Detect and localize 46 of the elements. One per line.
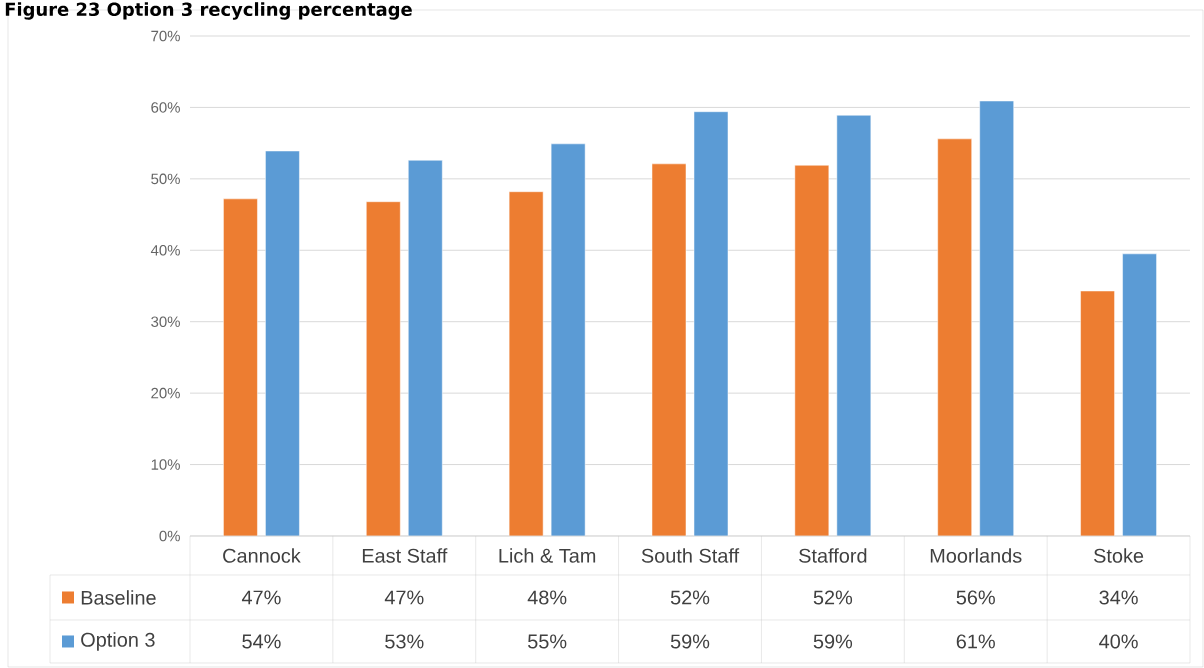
data-label: 61% bbox=[956, 634, 995, 649]
bar bbox=[366, 201, 401, 537]
x-tick-label: Lich & Tam bbox=[499, 548, 596, 563]
x-tick-label: Cannock bbox=[223, 548, 301, 563]
bar bbox=[979, 100, 1014, 537]
y-tick-label: 10% bbox=[151, 459, 180, 470]
y-tick-label: 70% bbox=[151, 30, 180, 42]
bar bbox=[937, 138, 972, 537]
data-label: 59% bbox=[813, 634, 853, 649]
y-tick-label: 40% bbox=[150, 244, 180, 256]
data-label: 48% bbox=[527, 590, 567, 605]
x-tick-label: Moorlands bbox=[930, 548, 1022, 563]
y-tick-label: 60% bbox=[151, 102, 180, 113]
y-tick-label: 30% bbox=[151, 316, 180, 327]
bar bbox=[836, 115, 872, 537]
data-label: 53% bbox=[385, 634, 424, 649]
data-label: 47% bbox=[384, 590, 424, 605]
legend-label: Option 3 bbox=[81, 632, 155, 651]
data-label: 34% bbox=[1099, 590, 1138, 605]
y-tick-label: 0% bbox=[159, 530, 180, 542]
chart-title: Figure 23 Option 3 recycling percentage bbox=[5, 2, 412, 20]
bar bbox=[265, 150, 300, 537]
bar bbox=[550, 143, 586, 537]
legend-label: Baseline bbox=[81, 590, 156, 605]
data-label: 59% bbox=[670, 634, 710, 649]
data-label: 55% bbox=[528, 634, 567, 649]
data-label: 56% bbox=[956, 590, 995, 605]
bar bbox=[1122, 253, 1157, 537]
x-tick-label: East Staff bbox=[362, 548, 448, 563]
bar bbox=[408, 160, 443, 537]
bar bbox=[693, 111, 729, 537]
x-tick-label: South Staff bbox=[641, 548, 740, 563]
data-label: 54% bbox=[242, 634, 281, 649]
y-tick-label: 50% bbox=[151, 173, 180, 185]
bar bbox=[794, 165, 830, 537]
data-label: 40% bbox=[1099, 634, 1138, 649]
data-label: 47% bbox=[241, 590, 281, 605]
x-tick-label: Stafford bbox=[799, 548, 867, 563]
bar bbox=[651, 163, 687, 537]
y-tick-label: 20% bbox=[151, 387, 180, 399]
x-tick-label: Stoke bbox=[1094, 548, 1144, 563]
data-label: 52% bbox=[670, 590, 710, 605]
bar bbox=[508, 191, 544, 537]
bar bbox=[223, 198, 258, 537]
bar bbox=[1080, 290, 1115, 537]
data-label: 52% bbox=[813, 590, 853, 605]
